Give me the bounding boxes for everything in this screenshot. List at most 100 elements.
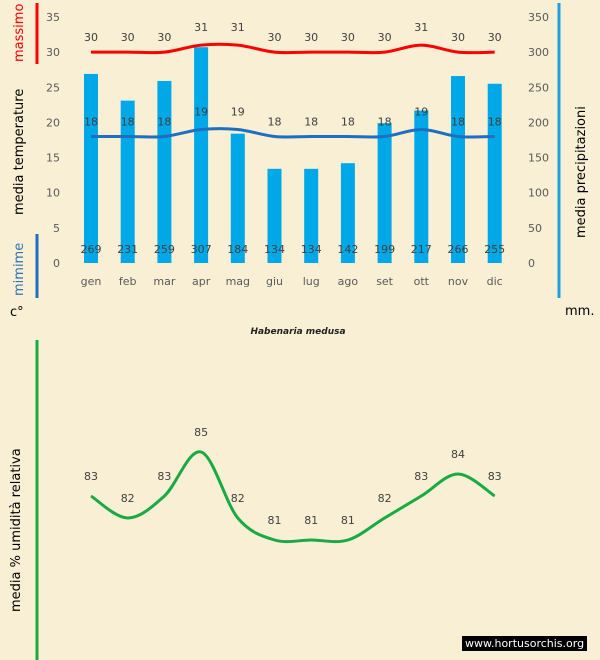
right-tick-label: 350 — [528, 11, 549, 24]
temperature-data-label: 30 — [268, 31, 282, 44]
humidity-data-label: 83 — [84, 470, 98, 483]
temperature-data-label: 30 — [121, 31, 135, 44]
precipitation-bar — [230, 133, 245, 263]
bar-data-label: 231 — [117, 243, 138, 256]
temperature-data-label: 30 — [157, 31, 171, 44]
temperature-data-label: 19 — [414, 105, 428, 118]
temperature-data-label: 18 — [121, 115, 135, 128]
humidity-line — [90, 450, 496, 544]
right-tick-label: 150 — [528, 152, 549, 165]
temperature-data-label: 30 — [451, 31, 465, 44]
bar-data-label: 266 — [448, 243, 469, 256]
left-tick-label: 5 — [53, 222, 60, 235]
left-tick-label: 15 — [46, 152, 60, 165]
temperature-data-label: 19 — [231, 105, 245, 118]
humidity-data-label: 82 — [231, 492, 245, 505]
month-label: dic — [487, 275, 503, 288]
left-tick-label: 25 — [46, 81, 60, 94]
month-label: apr — [192, 275, 211, 288]
right-tick-label: 50 — [528, 222, 542, 235]
month-label: giu — [266, 275, 283, 288]
left-axis-title: media temperature — [12, 89, 27, 215]
precipitation-bar — [194, 47, 209, 264]
bar-data-label: 217 — [411, 243, 432, 256]
temperature-data-label: 18 — [451, 115, 465, 128]
precipitation-bar — [487, 83, 502, 264]
temperature-data-label: 18 — [84, 115, 98, 128]
bar-data-label: 307 — [191, 243, 212, 256]
temperature-data-label: 18 — [488, 115, 502, 128]
temperature-data-label: 18 — [268, 115, 282, 128]
temperature-data-label: 30 — [304, 31, 318, 44]
left-tick-label: 30 — [46, 46, 60, 59]
bar-data-label: 134 — [301, 243, 322, 256]
humidity-data-label: 82 — [121, 492, 135, 505]
temperature-data-label: 18 — [157, 115, 171, 128]
humidity-data-label: 81 — [341, 514, 355, 527]
humidity-data-label: 82 — [378, 492, 392, 505]
temperature-data-label: 31 — [194, 21, 208, 34]
humidity-data-label: 83 — [157, 470, 171, 483]
precipitation-bar — [157, 80, 172, 264]
bar-data-label: 142 — [337, 243, 358, 256]
month-label: mag — [226, 275, 250, 288]
humidity-axis-title: media % umidità relativa — [9, 448, 24, 612]
left-tick-label: 0 — [53, 257, 60, 270]
right-tick-label: 100 — [528, 187, 549, 200]
legend-min-label: mimime — [12, 243, 27, 296]
precipitation-bar — [340, 163, 355, 263]
humidity-data-label: 85 — [194, 426, 208, 439]
month-label: ott — [414, 275, 430, 288]
temperature-data-label: 31 — [414, 21, 428, 34]
bar-data-label: 199 — [374, 243, 395, 256]
month-label: nov — [448, 275, 469, 288]
left-tick-label: 35 — [46, 11, 60, 24]
right-axis-title: media precipitazioni — [574, 106, 589, 238]
humidity-data-label: 83 — [414, 470, 428, 483]
humidity-data-label: 83 — [488, 470, 502, 483]
temperature-data-label: 18 — [341, 115, 355, 128]
month-label: mar — [153, 275, 175, 288]
precipitation-bar — [267, 168, 282, 263]
right-tick-label: 200 — [528, 116, 549, 129]
month-label: ago — [338, 275, 359, 288]
right-axis-unit: mm. — [565, 304, 594, 319]
precipitation-bar — [377, 123, 392, 263]
temperature-data-label: 30 — [378, 31, 392, 44]
month-label: set — [376, 275, 393, 288]
legend-max-label: massimo — [12, 4, 27, 62]
bar-data-label: 184 — [227, 243, 248, 256]
temperature-data-label: 30 — [84, 31, 98, 44]
temperature-data-label: 18 — [304, 115, 318, 128]
right-tick-label: 300 — [528, 46, 549, 59]
left-tick-label: 20 — [46, 116, 60, 129]
temperature-data-label: 19 — [194, 105, 208, 118]
temperature-data-label: 31 — [231, 21, 245, 34]
max-temperature-line — [91, 42, 495, 55]
bar-data-label: 255 — [484, 243, 505, 256]
humidity-data-label: 81 — [304, 514, 318, 527]
chart-title: Habenaria medusa — [250, 327, 345, 337]
humidity-data-label: 81 — [268, 514, 282, 527]
left-axis-unit: c° — [10, 305, 24, 320]
month-label: feb — [119, 275, 137, 288]
min-temperature-line — [91, 127, 495, 139]
precipitation-bar — [451, 76, 465, 263]
precipitation-bar — [414, 110, 429, 263]
left-tick-label: 10 — [46, 187, 60, 200]
month-label: lug — [303, 275, 320, 288]
precipitation-bar — [84, 73, 98, 263]
bar-data-label: 134 — [264, 243, 285, 256]
temperature-data-label: 30 — [488, 31, 502, 44]
temperature-data-label: 18 — [378, 115, 392, 128]
precipitation-bar — [120, 100, 135, 263]
watermark: www.hortusorchis.org — [462, 636, 588, 651]
precipitation-bar — [304, 168, 319, 263]
bar-data-label: 259 — [154, 243, 175, 256]
temperature-data-label: 30 — [341, 31, 355, 44]
right-tick-label: 0 — [528, 257, 535, 270]
right-tick-label: 250 — [528, 81, 549, 94]
humidity-data-label: 84 — [451, 448, 465, 461]
bar-data-label: 269 — [81, 243, 102, 256]
